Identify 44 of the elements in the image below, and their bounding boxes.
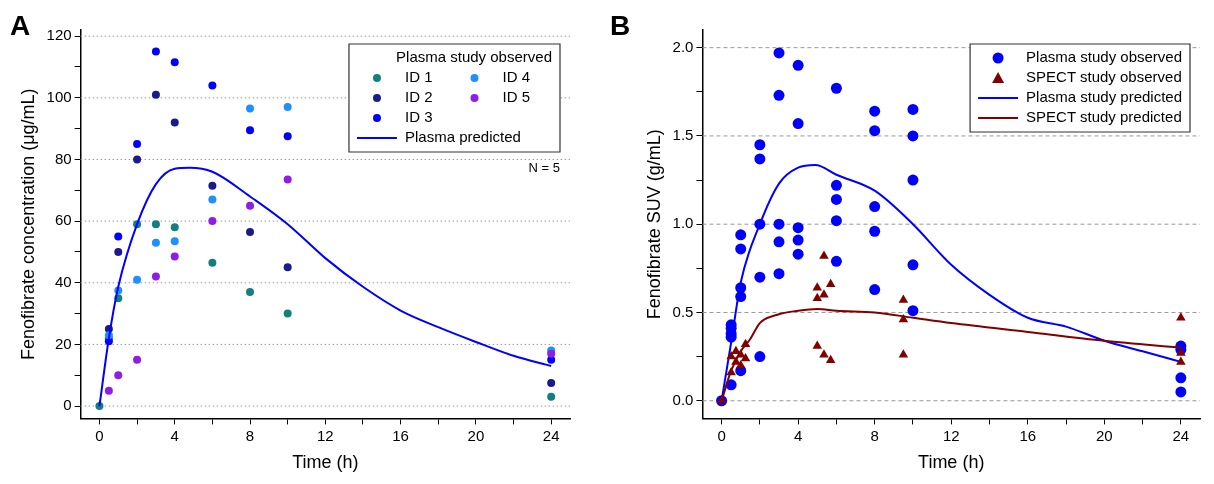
y-tick-label: 2.0 <box>672 37 694 55</box>
legend-label: SPECT study predicted <box>1026 108 1182 126</box>
legend-label: ID 1 <box>404 68 433 86</box>
legend-label: ID 2 <box>404 88 433 106</box>
y-tick-label: 120 <box>46 26 72 44</box>
y-tick-label: 100 <box>46 87 72 105</box>
x-tick-label: 8 <box>870 426 879 444</box>
x-tick-label: 0 <box>95 426 104 444</box>
y-tick-label: 80 <box>54 149 72 167</box>
y-tick-label: 0.0 <box>672 390 694 408</box>
y-tick-label: 0 <box>63 396 72 414</box>
legend-label: ID 5 <box>502 88 531 106</box>
legend-label: ID 3 <box>404 108 433 126</box>
legend-label: Plasma study observed <box>1026 48 1183 66</box>
x-axis-title: Time (h) <box>918 452 985 473</box>
y-axis-title: Fenofibrate concentration (μg/mL) <box>17 88 38 360</box>
x-tick-label: 12 <box>942 426 960 444</box>
y-tick-label: 1.0 <box>672 214 694 232</box>
x-tick-label: 12 <box>316 426 334 444</box>
y-tick-label: 20 <box>54 334 72 352</box>
x-tick-label: 20 <box>1095 426 1113 444</box>
legend-label: SPECT study observed <box>1026 68 1182 86</box>
annotation: N = 5 <box>528 159 560 175</box>
y-tick-label: 40 <box>54 272 72 290</box>
x-tick-label: 4 <box>793 426 803 444</box>
x-tick-label: 8 <box>245 426 255 444</box>
legend-title: Plasma study observed <box>396 48 552 66</box>
legend-label: Plasma study predicted <box>1026 88 1183 106</box>
legend-label: Plasma predicted <box>404 128 521 146</box>
y-tick-label: 60 <box>54 211 72 229</box>
x-axis-title: Time (h) <box>292 452 359 473</box>
y-tick-label: 0.5 <box>672 302 694 320</box>
x-tick-label: 24 <box>542 426 560 444</box>
chart-title: A <box>10 10 31 42</box>
x-tick-label: 20 <box>467 426 485 444</box>
x-tick-label: 16 <box>1019 426 1037 444</box>
y-axis-title: Fenofibrate SUV (g/mL) <box>643 129 664 320</box>
x-tick-label: 0 <box>717 426 726 444</box>
chart-title: B <box>610 10 631 42</box>
y-tick-label: 1.5 <box>672 126 694 144</box>
x-tick-label: 4 <box>170 426 179 444</box>
x-tick-label: 24 <box>1172 426 1190 444</box>
x-tick-label: 16 <box>392 426 409 444</box>
legend-label: ID 4 <box>502 68 531 86</box>
